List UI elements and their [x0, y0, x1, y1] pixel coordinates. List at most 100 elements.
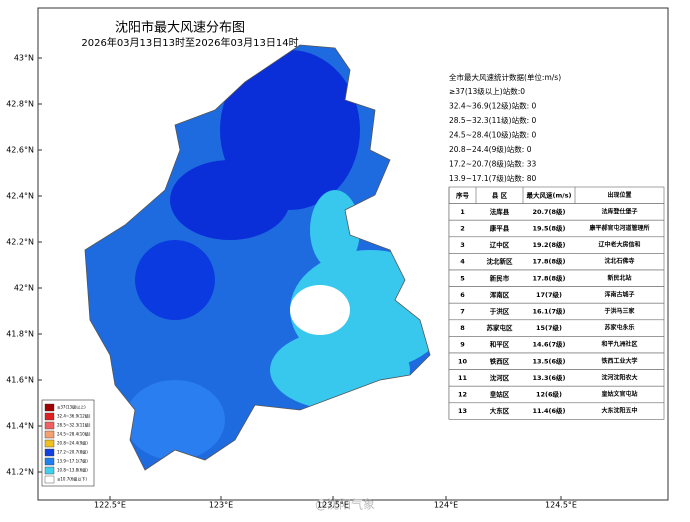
legend-swatch — [44, 412, 55, 421]
lat-label: 43°N — [14, 54, 34, 63]
legend-label: 32.4~36.9(12级) — [57, 413, 91, 419]
table-cell: 康平郝官屯河道管理所 — [588, 224, 649, 232]
table-cell: 11 — [458, 374, 468, 382]
table-cell: 12(6级) — [536, 390, 562, 399]
table-row — [448, 402, 665, 420]
table-cell: 大东沈阳五中 — [601, 407, 637, 415]
table-cell: 辽中区 — [490, 240, 510, 249]
lat-label: 42°N — [14, 284, 34, 293]
table-cell: 17.8(8级) — [532, 273, 565, 282]
table-cell: 19.5(8级) — [532, 224, 565, 233]
table-cell: 5 — [460, 274, 465, 282]
table-cell: 皇姑区 — [490, 390, 510, 399]
stats-line: 32.4~36.9(12级)站数: 0 — [449, 101, 536, 111]
legend-swatch — [44, 457, 55, 466]
table-cell: 17(7级) — [536, 290, 562, 299]
watermark: @沈阳气象 — [315, 497, 375, 512]
table-cell: 9 — [460, 341, 465, 349]
table-cell: 1 — [460, 208, 465, 216]
table-cell: 苏家屯区 — [487, 323, 514, 332]
lat-label: 41.2°N — [6, 468, 34, 477]
legend-swatch — [44, 466, 55, 475]
legend-label: ≥37(13级以上) — [57, 404, 86, 410]
table-cell: 法库县 — [490, 207, 510, 216]
lat-label: 42.8°N — [6, 100, 34, 109]
legend-label: 10.8~13.8(6级) — [57, 467, 88, 473]
legend-swatch — [44, 475, 55, 484]
lat-label: 42.4°N — [6, 192, 34, 201]
legend-label: 24.5~28.4(10级) — [57, 431, 91, 437]
city-boundary — [84, 44, 431, 471]
legend-label: 20.8~24.4(9级) — [57, 440, 88, 446]
table-cell: 3 — [460, 241, 465, 249]
table-cell: 沈北新区 — [487, 257, 514, 266]
table-cell: 大东区 — [490, 406, 510, 415]
table-cell: 19.2(8级) — [532, 240, 565, 249]
lat-label: 42.6°N — [6, 146, 34, 155]
legend-label: 13.9~17.1(7级) — [57, 458, 88, 464]
table-cell: 沈河区 — [490, 373, 510, 382]
legend-swatch — [44, 439, 55, 448]
table-cell: 铁西工业大学 — [601, 357, 637, 365]
table-cell: 2 — [460, 225, 465, 233]
table-cell: 13.5(6级) — [532, 356, 565, 365]
stats-line: 20.8~24.4(9级)站数: 0 — [449, 144, 532, 154]
map-title: 沈阳市最大风速分布图 — [115, 20, 245, 36]
table-cell: 13 — [458, 407, 467, 415]
legend-swatch — [44, 448, 55, 457]
table-cell: 15(7级) — [536, 323, 562, 332]
dynamic-layer: 43°N42.8°N42.6°N42.4°N42.2°N42°N41.8°N41… — [6, 54, 665, 510]
lat-label: 41.4°N — [6, 422, 34, 431]
table-header-cell: 县 区 — [492, 190, 508, 199]
stats-line: 28.5~32.3(11级)站数: 0 — [449, 115, 536, 125]
table-cell: 铁西区 — [489, 356, 510, 365]
table-cell: 16.1(7级) — [532, 307, 565, 316]
lon-label: 122.5°E — [94, 501, 126, 510]
lon-label: 124°E — [434, 501, 458, 510]
legend-swatch — [44, 421, 55, 430]
table-cell: 12 — [458, 391, 467, 399]
table-cell: 新民市 — [490, 273, 510, 282]
table-cell: 10 — [458, 357, 468, 365]
lat-label: 41.6°N — [6, 376, 34, 385]
table-cell: 新民北站 — [607, 274, 631, 282]
table-cell: 法库登仕堡子 — [601, 207, 637, 215]
stats-line: ≥37(13级以上)站数:0 — [449, 86, 525, 96]
table-cell: 20.7(8级) — [532, 207, 565, 216]
lon-label: 124.5°E — [545, 501, 577, 510]
table-cell: 康平县 — [490, 224, 510, 233]
table-header-cell: 最大风速(m/s) — [527, 190, 572, 199]
legend-swatch — [44, 430, 55, 439]
table-cell: 苏家屯永乐 — [604, 324, 634, 332]
map-frame — [37, 7, 669, 501]
legend-label: 17.2~20.7(8级) — [57, 449, 88, 455]
legend-label: 28.5~32.3(11级) — [57, 422, 91, 428]
stats-title: 全市最大风速统计数据(单位:m/s) — [449, 72, 561, 82]
table-cell: 沈北石佛寺 — [604, 257, 634, 265]
table-header-cell: 序号 — [455, 190, 470, 199]
table-cell: 皇姑文官屯站 — [601, 390, 637, 398]
table-cell: 4 — [460, 258, 465, 266]
table-cell: 13.3(6级) — [532, 373, 565, 382]
table-cell: 6 — [460, 291, 465, 299]
map-subtitle: 2026年03月13日13时至2026年03月13日14时 — [81, 36, 298, 49]
table-cell: 7 — [460, 308, 465, 316]
legend-label: ≤10.7(6级以下) — [57, 476, 87, 482]
table-cell: 11.4(6级) — [532, 406, 565, 415]
lat-label: 41.8°N — [6, 330, 34, 339]
table-header-cell: 出现位置 — [607, 191, 631, 199]
table-cell: 于洪马三家 — [604, 307, 634, 315]
stats-line: 13.9~17.1(7级)站数: 80 — [449, 173, 536, 183]
table-cell: 浑南区 — [490, 290, 510, 299]
table-cell: 辽中老大房信和 — [598, 241, 640, 249]
table-cell: 沈河沈阳农大 — [601, 373, 637, 381]
stats-line: 17.2~20.7(8级)站数: 33 — [449, 159, 536, 169]
lon-label: 123°E — [209, 501, 233, 510]
table-cell: 于洪区 — [490, 307, 510, 316]
table-cell: 14.6(7级) — [532, 340, 565, 349]
table-cell: 浑南古城子 — [604, 290, 634, 298]
wind-field — [85, 45, 430, 470]
stats-line: 24.5~28.4(10级)站数: 0 — [449, 130, 536, 140]
table-cell: 8 — [460, 324, 465, 332]
